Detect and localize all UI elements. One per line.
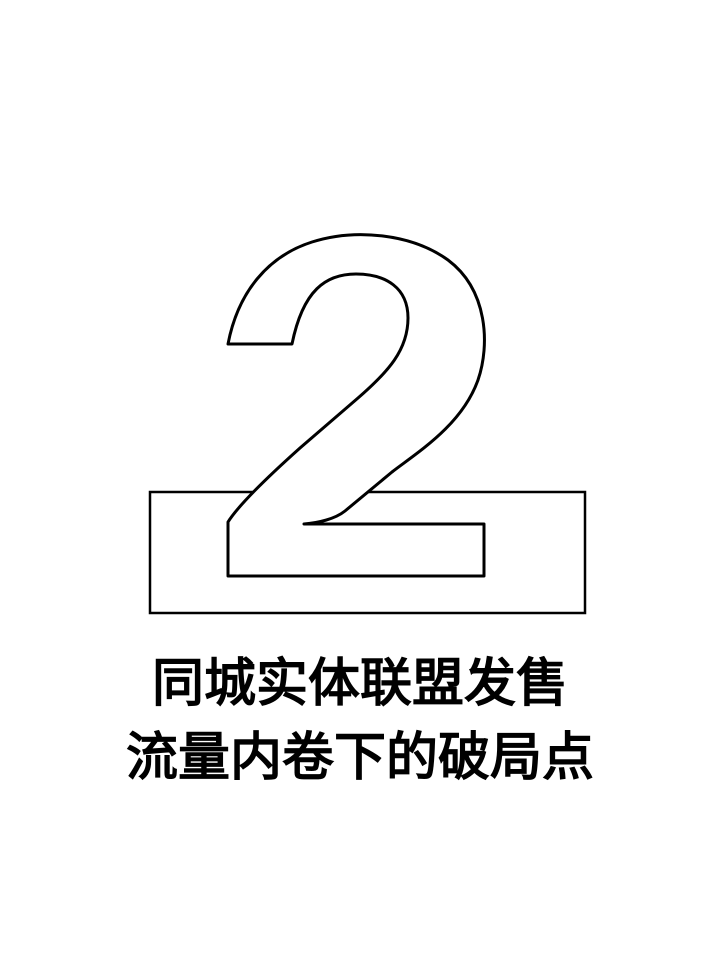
number-two-outline [226, 233, 486, 578]
title-line-2: 流量内卷下的破局点 [125, 728, 594, 788]
number-knockout [228, 234, 485, 576]
title-line-1: 同城实体联盟发售 [151, 654, 568, 714]
